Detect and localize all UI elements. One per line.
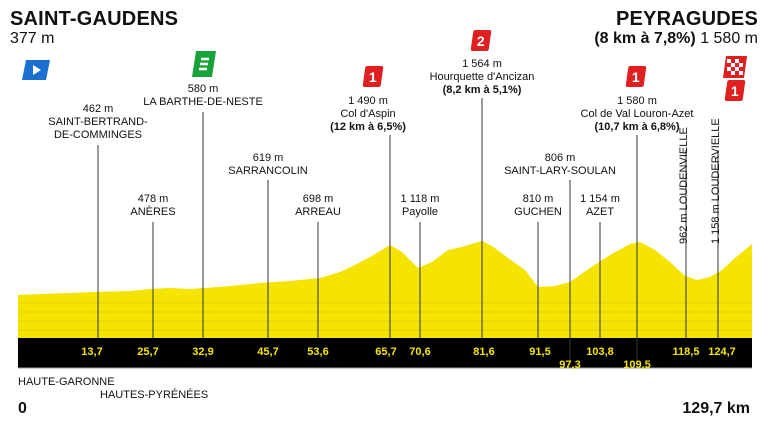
km-mark: 25,7	[137, 346, 159, 358]
waypoint-label-vertical: 962 m LOUDENVIELLE	[678, 127, 690, 244]
finish-name: PEYRAGUDES	[615, 8, 758, 30]
km-mark: 45,7	[257, 346, 279, 358]
waypoint-label-vertical: 1 158 m LOUDERVIELLE	[710, 118, 722, 244]
checkered-finish-icon	[723, 56, 747, 78]
start-name: SAINT-GAUDENS	[10, 8, 179, 30]
waypoint-label: 478 m ANÈRES	[130, 193, 176, 218]
km-mark: 65,7	[375, 346, 397, 358]
km-mark: 118,5	[672, 346, 700, 358]
km-mark: 97,3	[559, 359, 581, 371]
waypoint-label: 462 m SAINT-BERTRAND- DE-COMMINGES	[48, 103, 148, 141]
summit-label: 1 564 m Hourquette d'Ancizan (8,2 km à 5…	[429, 58, 535, 96]
finish-info: (8 km à 7,8%) 1 580 m	[594, 30, 758, 48]
waypoint-label: 1 154 m AZET	[580, 193, 620, 218]
region-label: HAUTES-PYRÉNÉES	[100, 389, 209, 401]
km-mark: 124,7	[708, 346, 736, 358]
profile-area	[18, 241, 752, 338]
km-mark: 81,6	[473, 346, 495, 358]
km-mark: 70,6	[409, 346, 431, 358]
start-altitude: 377 m	[10, 30, 55, 47]
km-mark: 103,8	[586, 346, 614, 358]
km-mark: 32,9	[192, 346, 214, 358]
total-distance: 129,7 km	[682, 400, 750, 417]
waypoint-label: 580 m LA BARTHE-DE-NESTE	[143, 83, 263, 108]
km-mark: 109,5	[623, 359, 651, 371]
km-mark: 53,6	[307, 346, 329, 358]
km-mark: 91,5	[529, 346, 551, 358]
waypoint-label: 810 m GUCHEN	[514, 193, 562, 218]
waypoint-label: 1 118 m Payolle	[400, 193, 440, 218]
summit-label: 1 490 m Col d'Aspin (12 km à 6,5%)	[330, 95, 406, 133]
distance-band	[18, 338, 752, 368]
waypoint-label: 619 m SARRANCOLIN	[228, 152, 308, 177]
sprint-icon	[191, 50, 217, 78]
region-label: HAUTE-GARONNE	[18, 376, 115, 388]
waypoint-label: 806 m SAINT-LARY-SOULAN	[504, 152, 616, 177]
finish-climb: (8 km à 7,8%)	[594, 30, 696, 47]
km-mark: 13,7	[81, 346, 103, 358]
finish-altitude: 1 580 m	[700, 30, 758, 47]
start-flag-icon	[22, 58, 52, 82]
summit-label: 1 580 m Col de Val Louron-Azet (10,7 km …	[580, 95, 694, 133]
waypoint-label: 698 m ARREAU	[295, 193, 341, 218]
start-km: 0	[18, 400, 27, 417]
